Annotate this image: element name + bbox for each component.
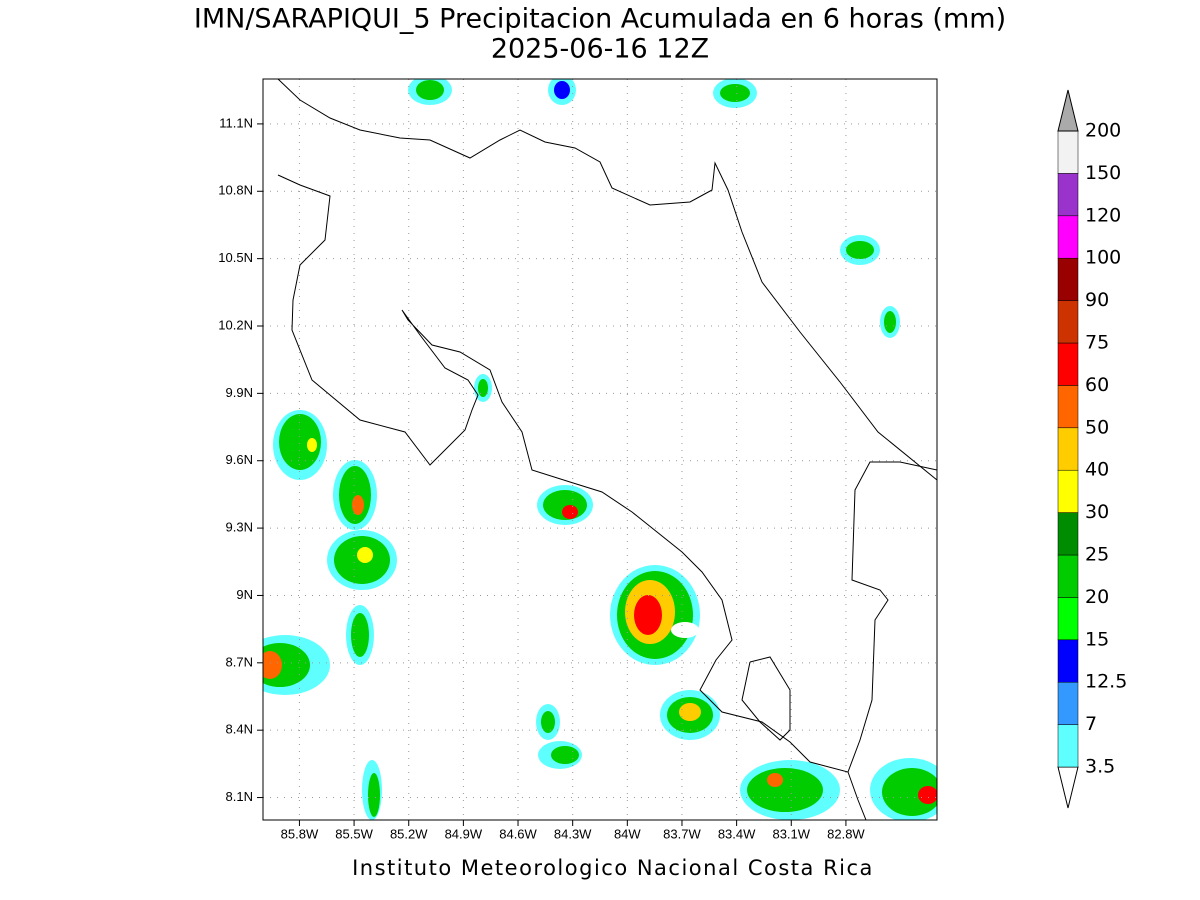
x-tick-label: 85.2W xyxy=(390,826,428,841)
colorbar-label: 30 xyxy=(1085,501,1109,523)
colorbar-label: 40 xyxy=(1085,459,1109,481)
colorbar-swatch xyxy=(1057,724,1079,768)
colorbar-swatch xyxy=(1057,257,1079,301)
border xyxy=(847,461,937,773)
map-frame xyxy=(262,78,938,821)
subtitle: 2025-06-16 12Z xyxy=(491,34,709,65)
colorbar-label: 7 xyxy=(1085,713,1097,735)
colorbar-swatch xyxy=(1057,215,1079,259)
x-tick-label: 84W xyxy=(614,826,641,841)
colorbar-swatch xyxy=(1057,427,1079,471)
footer: Instituto Meteorologico Nacional Costa R… xyxy=(352,856,874,880)
colorbar-swatch xyxy=(1057,554,1079,598)
precipitation-field xyxy=(263,79,937,820)
rain-cell xyxy=(660,690,720,740)
x-tick-label: 84.9W xyxy=(445,826,483,841)
coastline xyxy=(277,79,937,820)
colorbar-swatch xyxy=(1057,300,1079,344)
y-tick-label: 9N xyxy=(236,587,253,602)
title: IMN/SARAPIQUI_5 Precipitacion Acumulada … xyxy=(194,4,1006,35)
y-tick-label: 8.1N xyxy=(226,789,253,804)
x-tick-label: 85.8W xyxy=(281,826,319,841)
x-tick-label: 84.6W xyxy=(499,826,537,841)
y-tick-label: 8.7N xyxy=(226,654,253,669)
colorbar-label: 12.5 xyxy=(1085,671,1127,693)
x-tick-label: 83.1W xyxy=(772,826,810,841)
colorbar-under xyxy=(1057,766,1079,809)
y-tick-label: 9.9N xyxy=(226,385,253,400)
x-tick-label: 84.3W xyxy=(554,826,592,841)
colorbar-swatch xyxy=(1057,173,1079,217)
colorbar-label: 90 xyxy=(1085,289,1109,311)
colorbar-swatch xyxy=(1057,130,1079,174)
pacific-coast xyxy=(277,174,867,820)
y-tick-label: 9.6N xyxy=(226,452,253,467)
grid xyxy=(263,79,937,820)
rain-cell xyxy=(610,565,700,665)
rain-cell xyxy=(327,460,397,590)
y-tick-label: 10.2N xyxy=(218,317,253,332)
colorbar-label: 20 xyxy=(1085,586,1109,608)
colorbar-over xyxy=(1057,89,1079,132)
colorbar-swatch xyxy=(1057,469,1079,513)
y-tick-label: 10.5N xyxy=(218,250,253,265)
peninsula xyxy=(741,656,791,741)
colorbar: 3.5 7 12.5 15 20 25 30 40 50 60 75 90 100 120 150 200 xyxy=(1057,89,1127,809)
x-tick-label: 83.7W xyxy=(663,826,701,841)
colorbar-swatch xyxy=(1057,639,1079,683)
colorbar-label: 120 xyxy=(1085,204,1121,226)
colorbar-label: 100 xyxy=(1085,247,1121,269)
colorbar-swatch xyxy=(1057,385,1079,429)
y-tick-label: 8.4N xyxy=(226,722,253,737)
colorbar-swatch xyxy=(1057,597,1079,641)
y-tick-label: 9.3N xyxy=(226,520,253,535)
colorbar-label: 75 xyxy=(1085,332,1109,354)
colorbar-swatch xyxy=(1057,512,1079,556)
colorbar-swatch xyxy=(1057,342,1079,386)
y-tick-label: 10.8N xyxy=(218,183,253,198)
rain-cell xyxy=(740,758,937,820)
rain-cell xyxy=(537,485,593,525)
x-tick-label: 83.4W xyxy=(718,826,756,841)
colorbar-label: 3.5 xyxy=(1085,756,1115,778)
colorbar-label: 15 xyxy=(1085,628,1109,650)
x-tick-label: 85.5W xyxy=(335,826,373,841)
caribbean-coast xyxy=(277,79,937,481)
colorbar-swatch xyxy=(1057,681,1079,725)
x-tick-label: 82.8W xyxy=(827,826,865,841)
colorbar-label: 60 xyxy=(1085,374,1109,396)
colorbar-label: 25 xyxy=(1085,544,1109,566)
colorbar-label: 150 xyxy=(1085,162,1121,184)
colorbar-label: 50 xyxy=(1085,416,1109,438)
rain-cell xyxy=(263,605,374,695)
y-tick-label: 11.1N xyxy=(219,115,253,130)
rain-cell xyxy=(362,79,900,820)
colorbar-label: 200 xyxy=(1085,120,1121,142)
rain-cell xyxy=(273,410,327,480)
